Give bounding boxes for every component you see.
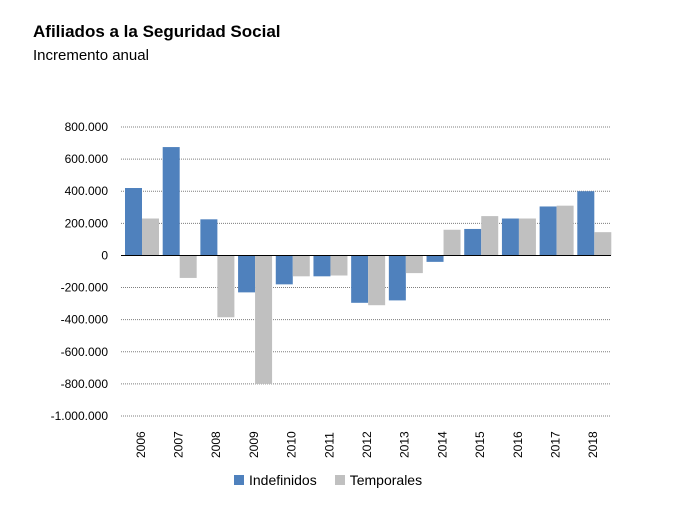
y-tick-label: 0 <box>101 248 108 262</box>
x-tick-label: 2008 <box>209 431 223 458</box>
x-tick-label: 2013 <box>398 431 412 458</box>
bars <box>125 147 612 384</box>
y-tick-label: -1.000.000 <box>51 409 109 423</box>
bar-indefinidos-2014 <box>426 255 444 262</box>
bar-indefinidos-2012 <box>351 255 369 303</box>
bar-indefinidos-2015 <box>464 228 482 256</box>
x-tick-label: 2010 <box>285 431 299 458</box>
bar-temporales-2009 <box>255 255 273 384</box>
y-tick-label: 600.000 <box>65 152 109 166</box>
legend-label-indefinidos: Indefinidos <box>249 472 317 488</box>
x-tick-label: 2015 <box>473 431 487 458</box>
bar-temporales-2010 <box>292 255 310 277</box>
y-axis-ticks: 800.000 600.000 400.000 200.000 0 -200.000 -40… <box>51 120 109 423</box>
legend-item-indefinidos: Indefinidos <box>234 472 317 488</box>
x-tick-label: 2012 <box>360 431 374 458</box>
bar-indefinidos-2007 <box>162 147 180 256</box>
x-tick-label: 2007 <box>172 431 186 458</box>
bar-temporales-2008 <box>217 255 235 318</box>
bar-indefinidos-2011 <box>313 255 331 277</box>
bar-temporales-2015 <box>481 216 499 256</box>
x-tick-label: 2018 <box>586 431 600 458</box>
y-tick-label: 400.000 <box>65 184 109 198</box>
x-tick-label: 2011 <box>322 432 336 458</box>
bar-temporales-2017 <box>556 205 574 256</box>
bar-indefinidos-2016 <box>501 218 519 256</box>
bar-temporales-2016 <box>518 218 536 256</box>
legend-label-temporales: Temporales <box>349 472 423 488</box>
y-tick-label: -800.000 <box>61 377 109 391</box>
bar-indefinidos-2010 <box>275 255 293 285</box>
x-tick-label: 2014 <box>435 431 449 458</box>
x-tick-label: 2009 <box>247 431 261 458</box>
y-tick-label: 200.000 <box>65 216 109 230</box>
bar-temporales-2006 <box>142 218 159 256</box>
y-tick-label: -400.000 <box>61 313 109 327</box>
chart-title: Afiliados a la Seguridad Social <box>33 22 281 41</box>
x-tick-label: 2006 <box>134 431 148 458</box>
bar-temporales-2014 <box>443 229 461 256</box>
x-tick-label: 2017 <box>548 431 562 458</box>
bar-indefinidos-2006 <box>125 188 142 256</box>
bar-temporales-2018 <box>594 232 612 256</box>
y-tick-label: 800.000 <box>65 120 109 134</box>
y-tick-label: -200.000 <box>61 281 109 295</box>
x-tick-label: 2016 <box>511 431 525 458</box>
bar-indefinidos-2017 <box>539 206 557 256</box>
bar-temporales-2011 <box>330 255 348 276</box>
legend-swatch-indefinidos <box>234 475 244 485</box>
bar-indefinidos-2013 <box>388 255 406 301</box>
y-tick-label: -600.000 <box>61 345 109 359</box>
bar-indefinidos-2018 <box>577 191 595 256</box>
bar-temporales-2013 <box>405 255 423 274</box>
bar-indefinidos-2008 <box>200 219 218 256</box>
legend-swatch-temporales <box>334 475 345 485</box>
x-axis-ticks: 2006 2007 2008 2009 2010 2011 2012 2013 2014 2015… <box>134 431 600 458</box>
bar-temporales-2007 <box>179 255 197 278</box>
bar-indefinidos-2009 <box>238 255 256 293</box>
chart-subtitle: Incremento anual <box>33 47 149 64</box>
legend-item-temporales: Temporales <box>334 472 423 488</box>
bar-temporales-2012 <box>368 255 386 306</box>
legend: Indefinidos Temporales <box>234 472 440 488</box>
